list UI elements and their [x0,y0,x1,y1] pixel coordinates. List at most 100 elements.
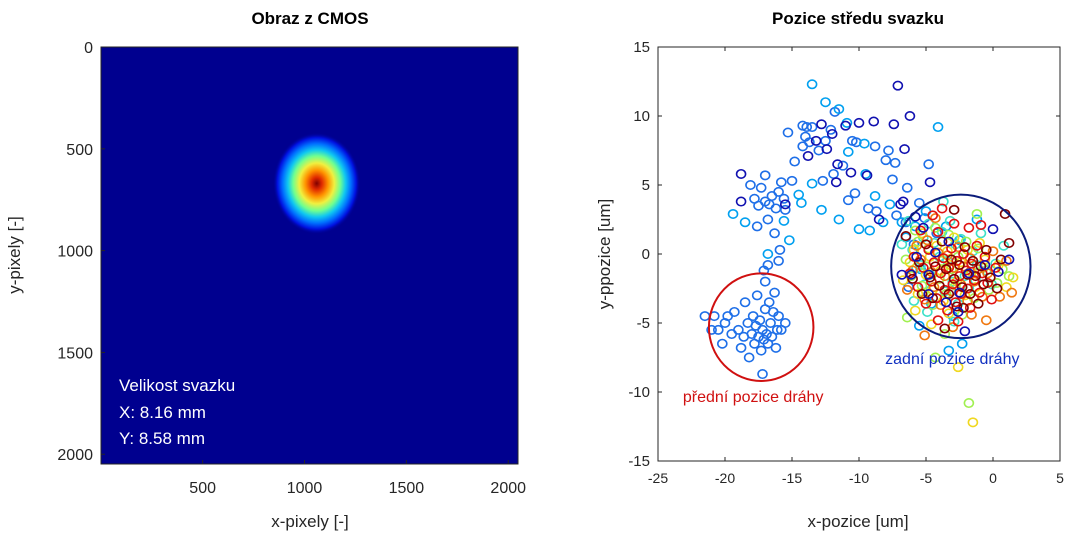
scatter-point [775,177,787,188]
scatter-x-tick-label: -20 [715,470,735,486]
scatter-point [901,182,913,193]
scatter-y-tick-label: 0 [642,246,650,263]
scatter-point [918,222,929,233]
scatter-point [963,398,975,409]
scatter-point [924,177,936,188]
scatter-point [909,305,921,316]
scatter-point [959,326,971,337]
scatter-point [931,228,943,239]
cmos-y-tick-label: 1000 [57,244,93,261]
scatter-point [770,342,782,353]
scatter-point [966,309,977,320]
scatter-point [755,345,767,356]
scatter-points [699,79,1019,428]
scatter-point [978,279,989,290]
scatter-point [919,330,930,341]
scatter-point [927,210,939,221]
scatter-point [853,117,865,128]
cmos-x-tick-label: 1500 [389,480,425,497]
scatter-point [849,188,861,199]
scatter-point [904,111,916,122]
scatter-point [889,157,901,168]
cmos-x-tick-label: 1000 [287,480,323,497]
scatter-point [806,79,818,90]
scatter-y-axis-label: y-ppozice [um] [595,199,614,310]
scatter-point [964,302,976,313]
scatter-point [954,260,965,271]
scatter-point [833,104,845,115]
scatter-point [946,254,957,265]
scatter-point [757,369,768,380]
scatter-point [901,284,913,295]
scatter-point [980,315,992,326]
front-track-label: přední pozice dráhy [683,389,824,406]
scatter-point [918,287,929,298]
scatter-x-tick-label: 0 [989,470,997,486]
scatter-point [869,141,881,152]
scatter-point [739,217,751,228]
scatter-point [991,283,1003,294]
scatter-x-ticks: -25 -20 -15 -10 -5 0 5 [648,47,1064,486]
scatter-point [806,122,818,133]
scatter-point [717,338,728,349]
beam-position-panel: Pozice středu svazku -25 -20 -15 -10 -5 0 5 -1… [595,9,1064,531]
scatter-point [1006,287,1018,298]
scatter-point [733,324,744,335]
scatter-point [860,168,872,179]
scatter-point [751,290,763,301]
scatter-point [763,199,775,210]
scatter-point [959,242,971,253]
scatter-point [923,244,934,255]
scatter-point [729,306,740,317]
scatter-point [779,199,791,210]
scatter-y-tick-label: -10 [628,384,650,401]
scatter-point [928,282,940,293]
scatter-point [796,197,807,208]
scatter-point [948,218,960,229]
scatter-point [986,294,997,305]
scatter-point [751,221,763,232]
scatter-point [746,329,758,340]
scatter-x-tick-label: -25 [648,470,668,486]
scatter-point [892,80,904,91]
cmos-y-tick-label: 0 [84,40,93,57]
scatter-point [727,208,739,219]
scatter-point [920,298,932,309]
scatter-point [816,204,827,215]
scatter-point [975,220,987,231]
cmos-x-ticks: 500 1000 1500 2000 [189,460,526,497]
cmos-x-axis-label: x-pixely [-] [271,512,348,531]
scatter-point [896,269,908,280]
scatter-point [761,329,772,340]
scatter-x-tick-label: -10 [849,470,869,486]
scatter-point [930,352,941,363]
scatter-point [987,246,999,257]
scatter-point [916,289,928,300]
beam-size-x: X: 8.16 mm [119,403,206,422]
scatter-point [907,273,918,284]
scatter-point [900,231,912,242]
scatter-point [930,247,941,258]
scatter-point [951,301,963,312]
scatter-point [913,320,925,331]
scatter-point [971,240,983,251]
scatter-point [993,266,1004,277]
scatter-point [837,160,849,171]
scatter-point [1003,254,1015,265]
scatter-point [826,128,838,139]
scatter-point [773,255,784,266]
scatter-point [967,255,979,266]
scatter-point [948,316,960,327]
scatter-point [769,287,780,298]
scatter-point [972,298,984,309]
cmos-y-ticks: 0 500 1000 1500 2000 [57,40,105,464]
scatter-y-tick-label: 10 [633,108,650,125]
scatter-point [763,297,775,308]
scatter-point [810,135,822,146]
scatter-point [765,317,776,328]
scatter-point [802,151,814,162]
scatter-point [948,273,960,284]
scatter-point [759,170,771,181]
scatter-point [932,122,944,133]
